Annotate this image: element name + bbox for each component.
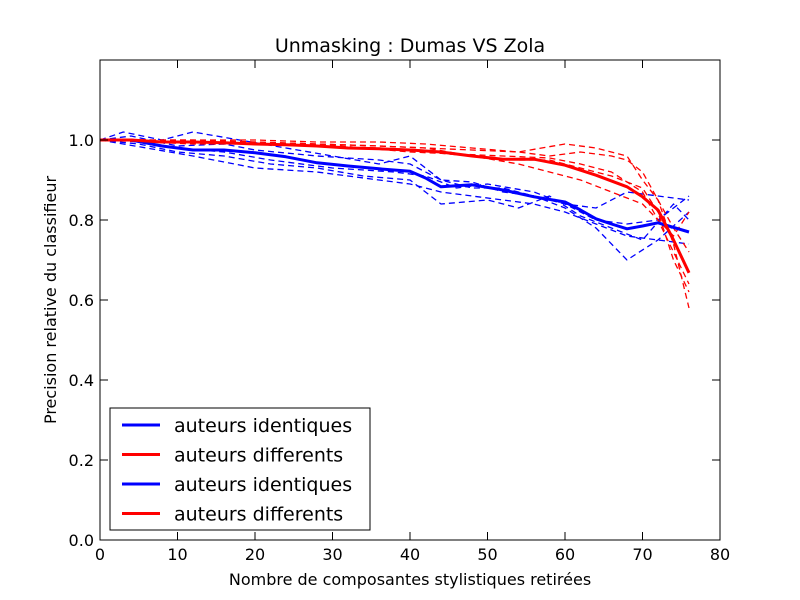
y-tick-label: 0.8	[69, 211, 94, 230]
legend-label: auteurs identiques	[174, 474, 352, 496]
legend-label: auteurs differents	[174, 504, 343, 526]
legend-box	[109, 407, 371, 531]
y-tick-label: 0.0	[69, 531, 94, 550]
y-tick-label: 0.4	[69, 371, 94, 390]
y-tick-label: 0.6	[69, 291, 94, 310]
x-tick-label: 30	[322, 545, 342, 564]
series-layer	[100, 131, 691, 309]
run-line-5	[100, 139, 690, 241]
run-line-7	[100, 139, 690, 253]
x-tick-label: 40	[400, 545, 420, 564]
x-tick-label: 20	[245, 545, 265, 564]
x-tick-label: 10	[167, 545, 187, 564]
x-tick-label: 60	[555, 545, 575, 564]
series-line-1	[100, 138, 691, 274]
legend: auteurs identiques auteurs differents aute…	[109, 407, 371, 531]
x-axis-label: Nombre de composantes stylistiques retir…	[229, 570, 591, 589]
x-tick-label: 70	[632, 545, 652, 564]
y-axis-label: Precision relative du classifieur	[41, 176, 60, 425]
legend-label: auteurs identiques	[174, 415, 352, 437]
x-tick-label: 80	[710, 545, 730, 564]
x-axis-ticks: 0 10 20 30 40 50 60 70 80	[95, 60, 730, 564]
x-tick-label: 50	[477, 545, 497, 564]
y-axis-ticks: 0.0 0.2 0.4 0.6 0.8 1.0	[69, 131, 720, 550]
legend-label: auteurs differents	[174, 445, 343, 467]
series-line-0	[100, 138, 690, 234]
y-tick-label: 1.0	[69, 131, 94, 150]
y-tick-label: 0.2	[69, 451, 94, 470]
chart-title: Unmasking : Dumas VS Zola	[275, 35, 545, 57]
run-line-4	[100, 131, 690, 261]
x-tick-label: 0	[95, 545, 105, 564]
run-line-10	[100, 139, 690, 285]
run-line-3	[100, 139, 690, 245]
